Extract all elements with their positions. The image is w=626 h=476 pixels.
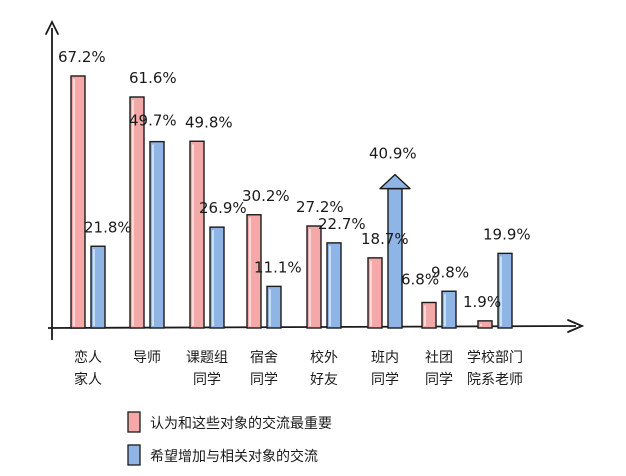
category-label: 学校部门 (467, 349, 523, 366)
value-label: 1.9% (463, 293, 501, 311)
category-label: 同学 (371, 372, 399, 388)
category-label: 导师 (133, 350, 161, 366)
value-label: 49.7% (129, 112, 177, 130)
bar-important (477, 320, 493, 329)
value-label: 67.2% (58, 48, 106, 66)
category-label: 校外 (310, 349, 338, 366)
value-label: 18.7% (361, 230, 409, 248)
value-label: 19.9% (483, 225, 531, 243)
category-label: 好友 (310, 372, 338, 388)
legend-swatch (127, 411, 141, 433)
category-label: 恋人 (74, 349, 102, 366)
value-label: 9.8% (431, 263, 469, 281)
y-axis-arrow (45, 19, 59, 35)
category-label: 宿舍 (250, 349, 278, 366)
category-label: 同学 (193, 372, 221, 388)
legend-swatch (127, 444, 141, 466)
value-labels: 67.2% 61.6% 49.8% 30.2% 27.2% 18.7% 6.8% 1.9% 21… (58, 48, 531, 311)
value-label: 49.8% (185, 113, 233, 131)
category-label: 班内 (371, 350, 399, 366)
value-label: 61.6% (129, 69, 177, 87)
category-label: 社团 (425, 350, 453, 366)
value-label: 30.2% (242, 187, 290, 205)
x-axis-arrow (567, 319, 585, 333)
category-label: 同学 (250, 372, 278, 388)
bar-group (70, 75, 513, 329)
category-label: 课题组 (186, 350, 228, 366)
value-label: 11.1% (254, 258, 302, 276)
bar-arrow-head (379, 173, 411, 190)
legend-label: 希望增加与相关对象的交流 (150, 448, 318, 465)
value-label: 22.7% (318, 215, 366, 233)
value-label: 21.8% (84, 218, 132, 236)
bar-arrow-body (387, 187, 403, 329)
legend-label: 认为和这些对象的交流最重要 (150, 415, 332, 432)
category-label: 家人 (74, 371, 102, 388)
value-label: 26.9% (199, 199, 247, 217)
value-label: 40.9% (369, 145, 417, 163)
category-label: 院系老师 (467, 372, 523, 388)
value-label: 27.2% (296, 198, 344, 216)
value-label: 6.8% (401, 271, 439, 289)
category-label: 同学 (425, 372, 453, 388)
